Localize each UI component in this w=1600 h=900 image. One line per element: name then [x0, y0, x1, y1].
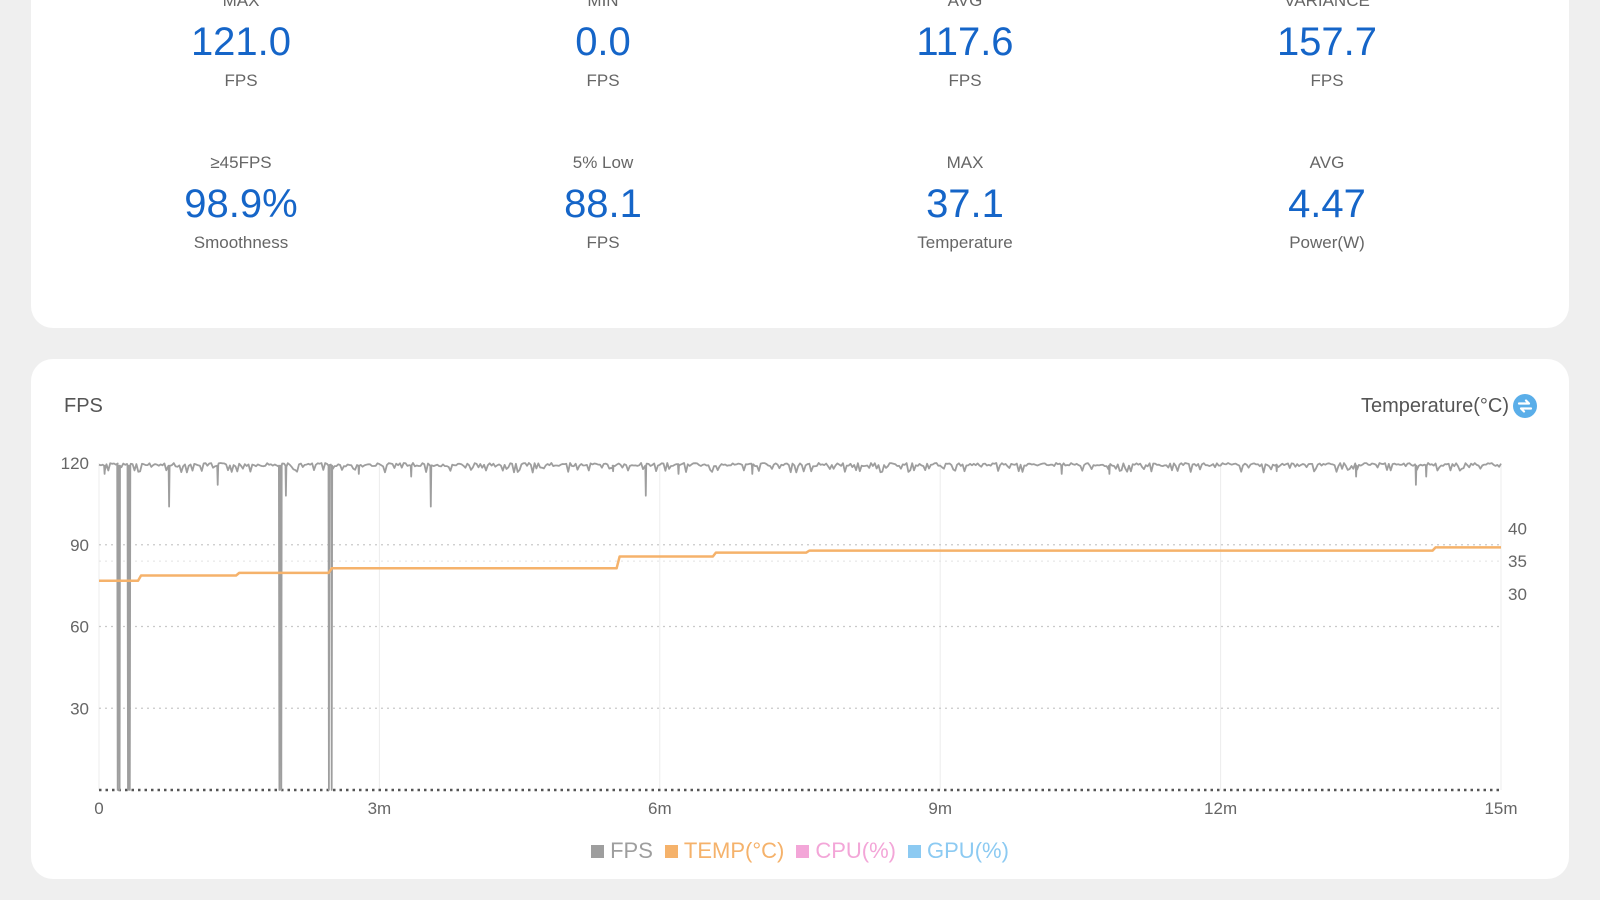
x-tick-label: 12m — [1204, 799, 1237, 818]
right-axis-title: Temperature(°C) — [1360, 395, 1509, 417]
stat-label: AVG — [947, 0, 983, 10]
stat-item: AVG 117.6 FPS — [780, 0, 1150, 92]
legend-item[interactable]: FPS — [591, 838, 653, 864]
stat-label: 5% Low — [572, 153, 634, 172]
y-left-tick-label: 120 — [61, 454, 89, 473]
stat-label: AVG — [1309, 153, 1345, 172]
legend-swatch — [796, 845, 810, 858]
legend-label: CPU(%) — [815, 838, 897, 863]
stat-unit: FPS — [586, 233, 620, 252]
y-right-tick-label: 35 — [1508, 552, 1527, 571]
stat-label: VARIANCE — [1284, 0, 1370, 10]
stat-item: VARIANCE 157.7 FPS — [1142, 0, 1512, 92]
stat-item: ≥45FPS 98.9% Smoothness — [56, 152, 426, 254]
legend-item[interactable]: CPU(%) — [796, 838, 896, 864]
stat-unit: Smoothness — [193, 233, 289, 252]
legend-swatch — [591, 845, 605, 858]
legend-label: FPS — [610, 838, 653, 863]
left-axis-title: FPS — [64, 395, 103, 417]
stat-value: 157.7 — [1276, 20, 1378, 64]
stat-unit: Power(W) — [1289, 233, 1365, 252]
x-tick-label: 3m — [368, 799, 392, 818]
y-left-tick-label: 60 — [70, 618, 89, 637]
legend-label: TEMP(°C) — [683, 838, 785, 863]
fps-temperature-chart: 30 60 90 120 30 35 40 0 3m 6m 9m 12m 15m — [61, 454, 1527, 818]
stats-grid: MAX 121.0 FPS MIN 0.0 FPS AVG 117.6 FPS VARIANCE 1… — [31, 0, 1569, 320]
stat-unit: FPS — [224, 71, 258, 90]
stat-item: AVG 4.47 Power(W) — [1142, 152, 1512, 254]
legend-swatch — [908, 845, 922, 858]
stat-unit: Temperature — [917, 233, 1013, 252]
stat-value: 98.9% — [184, 182, 298, 226]
stat-label: MAX — [222, 0, 260, 10]
stat-value: 88.1 — [564, 182, 642, 226]
chart-legend: FPS TEMP(°C) CPU(%) GPU(%) — [31, 838, 1569, 864]
stat-item: MIN 0.0 FPS — [418, 0, 788, 92]
stats-card: MAX 121.0 FPS MIN 0.0 FPS AVG 117.6 FPS VARIANCE 1… — [31, 0, 1569, 328]
y-left-tick-label: 30 — [70, 699, 89, 718]
y-right-tick-label: 30 — [1508, 585, 1527, 604]
stat-unit: FPS — [1310, 71, 1344, 90]
stat-value: 4.47 — [1288, 182, 1366, 226]
stat-unit: FPS — [586, 71, 620, 90]
stat-label: ≥45FPS — [210, 153, 272, 172]
temperature-series-line — [99, 546, 1501, 582]
stat-value: 121.0 — [190, 20, 292, 64]
legend-label: GPU(%) — [927, 838, 1009, 863]
chart-card: FPS Temperature(°C) 30 60 90 120 30 35 40 0 3m 6m… — [31, 359, 1569, 879]
stat-label: MAX — [946, 153, 984, 172]
stat-item: 5% Low 88.1 FPS — [418, 152, 788, 254]
y-right-tick-label: 40 — [1508, 519, 1527, 538]
stat-item: MAX 121.0 FPS — [56, 0, 426, 92]
stat-value: 117.6 — [916, 20, 1014, 64]
y-left-tick-label: 90 — [70, 536, 89, 555]
x-tick-label: 15m — [1484, 799, 1517, 818]
x-tick-label: 0 — [94, 799, 103, 818]
stat-unit: FPS — [948, 71, 982, 90]
legend-swatch — [664, 845, 678, 858]
fps-series-line — [98, 462, 1502, 791]
stat-label: MIN — [587, 0, 619, 10]
legend-item[interactable]: GPU(%) — [908, 838, 1009, 864]
swap-axis-icon[interactable] — [1513, 394, 1537, 418]
stat-item: MAX 37.1 Temperature — [780, 152, 1150, 254]
x-tick-label: 9m — [928, 799, 952, 818]
stat-value: 0.0 — [575, 20, 631, 64]
legend-item[interactable]: TEMP(°C) — [664, 838, 785, 864]
x-tick-label: 6m — [648, 799, 672, 818]
stat-value: 37.1 — [926, 182, 1004, 226]
